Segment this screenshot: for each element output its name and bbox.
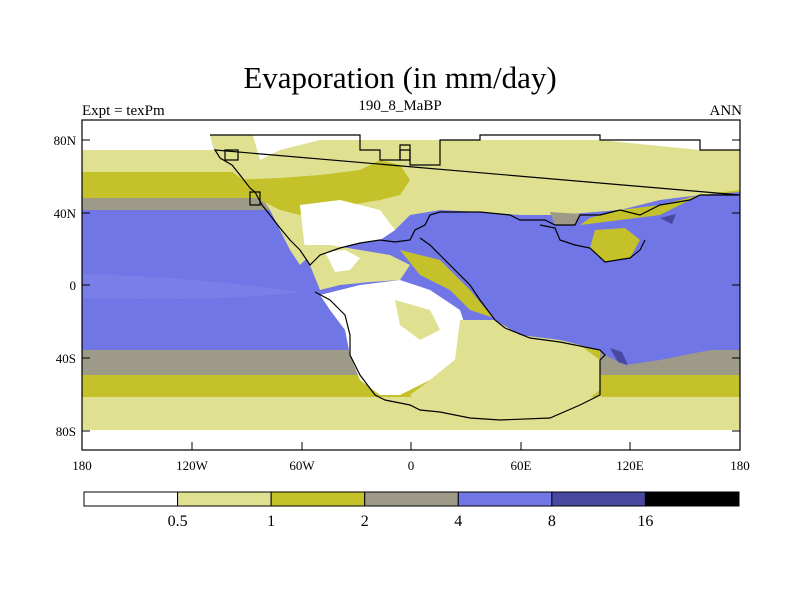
evaporation-field xyxy=(82,120,740,450)
small-island-3 xyxy=(399,144,411,161)
x-label-180e: 180 xyxy=(730,458,750,473)
warm-pool-grey xyxy=(550,212,580,225)
y-label-0: 0 xyxy=(70,278,77,293)
period-label: 190_8_MaBP xyxy=(358,98,442,114)
africa-mid xyxy=(400,250,600,360)
y-axis xyxy=(82,139,740,432)
y-label-80s: 80S xyxy=(56,424,76,439)
colorbar-swatch xyxy=(270,491,366,507)
small-island-1 xyxy=(249,191,261,206)
colorbar-label: 1 xyxy=(267,513,275,530)
band-polar-south xyxy=(82,430,740,450)
experiment-label: Expt = texPm xyxy=(82,103,165,119)
x-label-0: 0 xyxy=(408,458,415,473)
season-label: ANN xyxy=(709,103,743,119)
warm-pool xyxy=(425,192,740,365)
colorbar-swatch xyxy=(644,491,740,507)
southern-continent-outline xyxy=(314,237,606,421)
colorbar-labels: 0.5 1 2 4 8 16 xyxy=(168,513,654,530)
pacific-equatorial xyxy=(82,274,300,300)
x-label-60e: 60E xyxy=(511,458,532,473)
colorbar-label: 4 xyxy=(454,513,462,530)
x-label-180w: 180 xyxy=(72,458,92,473)
na-mid-band xyxy=(230,160,410,215)
y-label-40s: 40S xyxy=(56,351,76,366)
colorbar-swatch xyxy=(364,491,459,507)
sa-dry xyxy=(320,280,470,395)
x-label-60w: 60W xyxy=(289,458,315,473)
sa-light-1 xyxy=(395,300,440,340)
map-title: Evaporation (in mm/day) xyxy=(243,60,557,95)
equatorial-white xyxy=(325,250,360,272)
north-land-white xyxy=(250,122,500,160)
colorbar-label: 2 xyxy=(361,513,369,530)
colorbar-swatch xyxy=(457,491,553,507)
colorbar-swatch xyxy=(551,491,646,507)
colorbar-swatch xyxy=(83,491,179,507)
coastlines xyxy=(210,134,740,421)
x-axis xyxy=(81,442,741,450)
intense-spot-1 xyxy=(610,348,628,365)
colorbar-swatch xyxy=(177,491,272,507)
y-label-40n: 40N xyxy=(54,206,77,221)
sa-light-2 xyxy=(410,320,600,420)
east-asia-coast xyxy=(539,224,646,263)
asia-mid-band xyxy=(580,195,700,225)
small-island-2 xyxy=(224,149,239,161)
x-label-120e: 120E xyxy=(616,458,644,473)
colorbar-label: 8 xyxy=(548,513,556,530)
south-land-light xyxy=(375,395,610,428)
asia-coast-yellow xyxy=(590,228,640,262)
x-label-120w: 120W xyxy=(176,458,209,473)
colorbar-label: 0.5 xyxy=(168,513,188,530)
colorbar xyxy=(83,491,740,507)
intense-spot-2 xyxy=(660,214,676,224)
colorbar-label: 16 xyxy=(637,513,653,530)
y-label-80n: 80N xyxy=(54,133,77,148)
